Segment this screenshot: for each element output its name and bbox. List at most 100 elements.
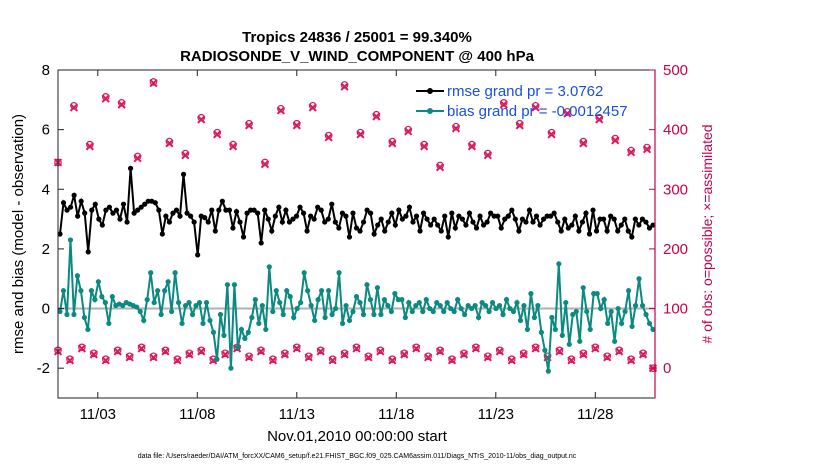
series-point-rmse (611, 216, 617, 222)
obs-assimilated-stroke (308, 103, 317, 112)
series-point-bias (427, 305, 433, 312)
series-point-bias (577, 338, 583, 344)
obs-possible-marker (555, 346, 564, 355)
series-point-rmse (371, 231, 377, 237)
obs-assimilated-stroke (161, 347, 170, 356)
series-point-rmse (420, 210, 427, 216)
obs-assimilated-stroke (579, 350, 588, 359)
series-point-bias (155, 288, 161, 294)
series-point-bias (378, 311, 384, 318)
obs-possible-marker (221, 349, 229, 358)
series-point-rmse (177, 213, 183, 219)
series-point-bias (165, 279, 171, 285)
obs-assimilated-stroke (420, 142, 429, 151)
series-point-rmse (106, 204, 113, 210)
series-point-rmse (205, 219, 211, 225)
data-file-footnote: data file: /Users/raeder/DAI/ATM_forcXX/… (138, 453, 577, 460)
obs-assimilated-stroke (197, 115, 206, 124)
obs-assimilated-marker (149, 79, 158, 88)
obs-assimilated-marker (101, 94, 110, 103)
obs-assimilated-marker (276, 106, 285, 115)
series-point-rmse (315, 204, 321, 210)
x-tick-label: 11/28 (577, 406, 613, 423)
series-point-bias (193, 302, 199, 309)
chart-title: Tropics 24836 / 25001 = 99.340% (242, 29, 472, 46)
obs-assimilated-marker (579, 139, 588, 148)
obs-assimilated-marker (627, 148, 636, 157)
obs-assimilated-stroke (101, 94, 110, 103)
plot-area (58, 70, 655, 398)
series-point-bias (228, 365, 234, 371)
series-point-rmse (428, 222, 434, 228)
obs-possible-marker (281, 349, 289, 358)
obs-possible-marker (400, 349, 409, 358)
obs-assimilated-stroke (276, 106, 285, 115)
obs-assimilated-marker (173, 356, 182, 365)
legend-label-rmse: rmse grand pr = 3.0762 (447, 83, 603, 100)
series-point-rmse (269, 228, 275, 234)
obs-assimilated-marker (280, 350, 289, 359)
series-point-bias (231, 282, 238, 288)
y-tick-label: 4 (42, 181, 50, 198)
series-point-bias (399, 297, 405, 303)
y-tick-label: 6 (42, 122, 50, 139)
series-point-rmse (279, 219, 285, 225)
obs-assimilated-marker (483, 353, 492, 362)
obs-assimilated-marker (603, 353, 612, 362)
obs-assimilated-stroke (495, 347, 504, 356)
series-point-bias (531, 314, 538, 321)
series-point-rmse (579, 219, 586, 225)
series-point-bias (325, 288, 332, 294)
obs-assimilated-marker (65, 356, 75, 365)
series-point-bias (455, 297, 461, 303)
obs-possible-marker (376, 346, 385, 355)
obs-assimilated-stroke (260, 160, 270, 169)
series-point-bias (643, 311, 649, 318)
obs-assimilated-stroke (376, 347, 385, 356)
series-point-rmse (96, 216, 102, 222)
series-point-bias (109, 294, 115, 300)
series-point-rmse (60, 200, 67, 206)
obs-assimilated-marker (165, 139, 174, 148)
series-point-rmse (586, 231, 593, 237)
obs-possible-marker (185, 349, 194, 358)
series-point-bias (458, 305, 464, 312)
series-point-bias (134, 304, 140, 310)
series-point-bias (528, 291, 534, 297)
obs-assimilated-marker (424, 353, 433, 362)
obs-possible-marker (531, 343, 540, 352)
series-point-bias (409, 308, 415, 315)
series-point-rmse (399, 216, 405, 222)
obs-assimilated-marker (137, 344, 146, 353)
series-point-bias (625, 288, 632, 294)
obs-assimilated-marker (256, 347, 266, 356)
series-point-rmse (459, 216, 465, 222)
y-axis-right-label: # of obs: o=possible; ×=assimilated (699, 124, 715, 343)
series-point-bias (563, 299, 569, 306)
obs-assimilated-marker (352, 344, 361, 353)
series-point-bias (489, 299, 496, 306)
obs-assimilated-marker (328, 356, 337, 365)
obs-assimilated-marker (181, 151, 190, 160)
obs-assimilated-marker (642, 145, 652, 154)
series-point-rmse (555, 219, 561, 225)
obs-assimilated-marker (304, 353, 313, 362)
series-point-bias (639, 302, 646, 309)
obs-possible-marker (615, 346, 623, 355)
obs-assimilated-stroke (595, 115, 604, 124)
series-point-rmse (120, 201, 127, 207)
obs-possible-marker (448, 355, 456, 364)
series-point-rmse (353, 225, 360, 231)
series-point-rmse (636, 222, 642, 228)
obs-assimilated-stroke (185, 350, 194, 359)
series-point-bias (238, 326, 244, 333)
obs-possible-marker (424, 352, 432, 361)
series-point-bias (552, 326, 558, 333)
series-point-bias (612, 338, 618, 344)
series-point-bias (196, 299, 203, 306)
obs-assimilated-marker (125, 353, 134, 362)
obs-assimilated-marker (627, 356, 636, 365)
obs-assimilated-stroke (563, 109, 572, 118)
series-point-rmse (219, 198, 225, 204)
